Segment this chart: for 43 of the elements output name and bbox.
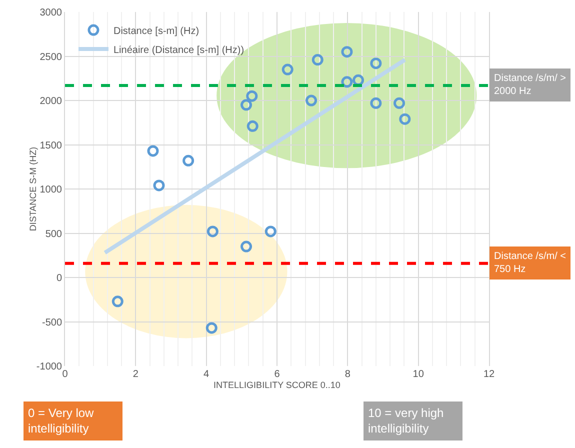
legend-label: Distance [s-m] (Hz) (113, 26, 200, 37)
y-tick-label: 1000 (40, 184, 62, 196)
x-axis-title: INTELLIGIBILITY SCORE 0..10 (214, 380, 340, 390)
y-tick-label: 2000 (40, 96, 62, 107)
x-tick-label: 12 (483, 369, 495, 380)
point (306, 94, 318, 106)
y-tick-label: -500 (42, 317, 62, 328)
x-tick-label: 4 (204, 369, 210, 380)
x-tick-label: 6 (274, 369, 280, 380)
point (312, 54, 324, 66)
x-tick-label: 10 (412, 369, 424, 380)
point (394, 97, 405, 109)
x-tick-label: 8 (344, 369, 351, 380)
legend-label: Linéaire (Distance [s-m] (Hz)) (113, 44, 244, 56)
point (246, 120, 258, 132)
text: 0 = Very low intelligibility (28, 406, 94, 436)
point (246, 90, 258, 102)
point (240, 99, 252, 111)
point (341, 76, 353, 88)
y-tick-label: 3000 (40, 8, 62, 18)
ref-line-label: Distance /s/m/ > 2000 Hz (494, 73, 566, 97)
y-tick-label: 1500 (40, 140, 62, 152)
y-tick-label: -1000 (36, 362, 62, 372)
y-tick-label: 2500 (40, 52, 62, 63)
point (370, 97, 382, 109)
point (399, 113, 411, 125)
point (182, 154, 194, 166)
point (153, 180, 165, 192)
point (341, 46, 353, 58)
point (370, 58, 382, 70)
y-tick-label: 0 (56, 273, 62, 284)
point (240, 240, 252, 252)
point (147, 145, 159, 157)
point (264, 226, 276, 238)
y-axis-title: DISTANCE S-M (HZ) (28, 146, 38, 232)
text: 10 = very high intelligibility (368, 406, 444, 436)
point (282, 64, 294, 76)
ref-line-label: Distance /s/m/ < 750 Hz (494, 251, 566, 275)
point (206, 226, 218, 238)
point (112, 296, 124, 308)
y-tick-label: 500 (45, 228, 62, 240)
x-tick-label: 2 (132, 369, 139, 380)
point (206, 322, 218, 334)
